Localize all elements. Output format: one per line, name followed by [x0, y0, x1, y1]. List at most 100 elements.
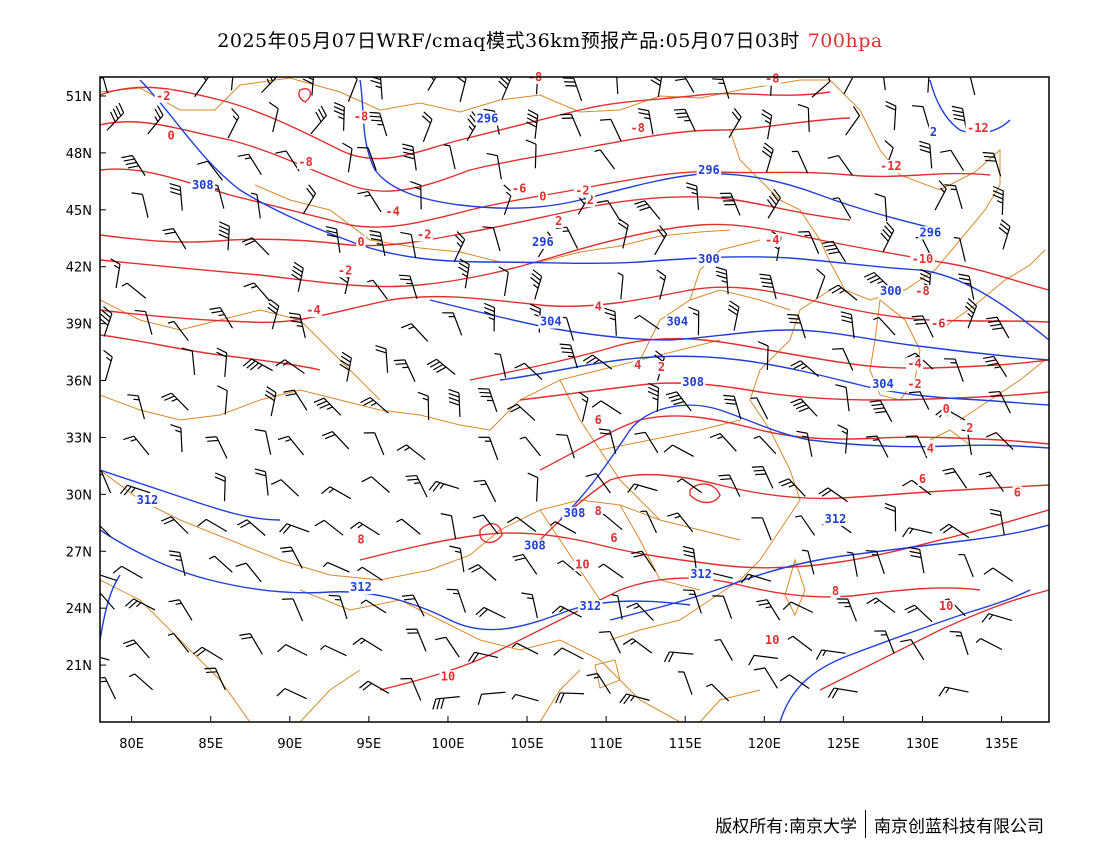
x-tick-label: 80E	[119, 737, 144, 752]
wind-barb	[906, 435, 928, 459]
temp-contour	[819, 589, 1049, 691]
contour-label: -8	[915, 284, 929, 298]
wind-barb	[969, 77, 976, 96]
contour-label-bg	[475, 112, 500, 126]
wind-barb	[112, 565, 143, 579]
contour-label-bg	[830, 584, 841, 598]
wind-barb	[682, 589, 702, 614]
wind-barb	[919, 140, 933, 169]
wind-barb	[100, 470, 112, 494]
wind-barb	[103, 349, 113, 381]
wind-barb	[443, 144, 456, 170]
wind-barb	[556, 433, 575, 459]
map-title: 2025年05月07日WRF/cmaq模式36km预报产品:05月07日03时 7…	[0, 26, 1100, 53]
wind-barb	[197, 160, 223, 181]
contour-label: 2	[930, 125, 937, 139]
wind-barb	[631, 550, 656, 572]
wind-barb	[254, 468, 269, 496]
wind-barb	[254, 428, 272, 455]
contour-label: -2	[417, 227, 431, 241]
contour-label-bg	[439, 670, 457, 684]
wind-barb	[827, 154, 853, 176]
temp-contour	[100, 117, 851, 192]
wind-barb	[865, 550, 885, 575]
contour-label-bg	[190, 178, 216, 192]
wind-barb	[766, 188, 781, 219]
wind-barb	[325, 225, 341, 253]
contour-label: 0	[168, 129, 175, 143]
contour-label: -10	[912, 252, 934, 266]
wind-barb	[428, 480, 460, 492]
contour-label: 6	[1014, 485, 1021, 499]
wind-barb	[939, 149, 965, 171]
wind-barb	[953, 236, 966, 262]
wind-barb	[197, 518, 228, 533]
wind-barb	[434, 636, 460, 658]
wind-barb	[599, 630, 621, 654]
wind-barb	[578, 391, 589, 422]
wind-barb	[989, 508, 1005, 536]
contour-label: 312	[579, 599, 601, 613]
wind-barb	[750, 397, 769, 420]
copyright-company: 南京创蓝科技有限公司	[874, 816, 1044, 837]
contour-label-bg	[928, 125, 939, 139]
wind-barb	[981, 613, 1012, 623]
wind-barb	[797, 103, 810, 132]
contour-label: -8	[354, 110, 368, 124]
wind-barb	[874, 193, 888, 222]
wind-barb	[400, 677, 422, 701]
contour-label: 308	[192, 178, 214, 192]
wind-barb	[277, 644, 308, 656]
height-contour	[139, 79, 1049, 341]
contour-label: -4	[765, 233, 779, 247]
wind-barb	[449, 545, 465, 573]
wind-barb	[442, 312, 463, 336]
wind-barb	[828, 284, 858, 301]
contour-label: 8	[595, 504, 602, 518]
wind-barb	[818, 487, 848, 503]
wind-barb	[634, 431, 659, 454]
wind-barb	[527, 472, 539, 502]
wind-barb	[360, 599, 387, 614]
wind-barb	[235, 562, 262, 583]
temp-contour	[519, 382, 1049, 401]
wind-barb	[667, 512, 694, 533]
wind-barb	[900, 638, 925, 661]
contour-label: 304	[666, 315, 688, 329]
wind-barb	[448, 388, 461, 417]
contour-label-bg	[352, 110, 370, 124]
footer-separator	[865, 810, 866, 838]
wind-barb	[328, 594, 348, 620]
wind-barb	[208, 555, 233, 573]
wind-barb	[100, 574, 118, 582]
wind-barb	[616, 77, 619, 95]
contour-label: 4	[595, 299, 602, 313]
wind-barb	[712, 77, 730, 99]
wind-barb	[761, 142, 774, 173]
wind-barb	[511, 642, 539, 655]
wind-barb	[396, 444, 426, 461]
wind-barb	[170, 424, 183, 453]
wind-barb	[911, 105, 931, 130]
border-northeast	[729, 79, 1001, 301]
x-tick-label: 95E	[357, 737, 382, 752]
wind-barb	[714, 638, 733, 661]
wind-barb	[911, 315, 934, 338]
wind-barb	[885, 100, 897, 131]
contour-label-bg	[629, 122, 647, 136]
temp-contour	[469, 337, 1049, 381]
wind-barb	[550, 521, 577, 534]
wind-barb	[740, 573, 772, 584]
wind-barb	[478, 436, 499, 461]
wind-barb	[626, 602, 654, 621]
temp-contour	[539, 415, 1049, 471]
wind-barb	[551, 605, 582, 618]
wind-barb	[322, 561, 350, 573]
contour-label-bg	[538, 190, 548, 204]
wind-barb	[277, 435, 305, 456]
temp-contour	[100, 334, 321, 371]
contour-label-bg	[929, 317, 947, 331]
contour-label-bg	[906, 378, 924, 392]
wind-barb	[313, 397, 342, 416]
